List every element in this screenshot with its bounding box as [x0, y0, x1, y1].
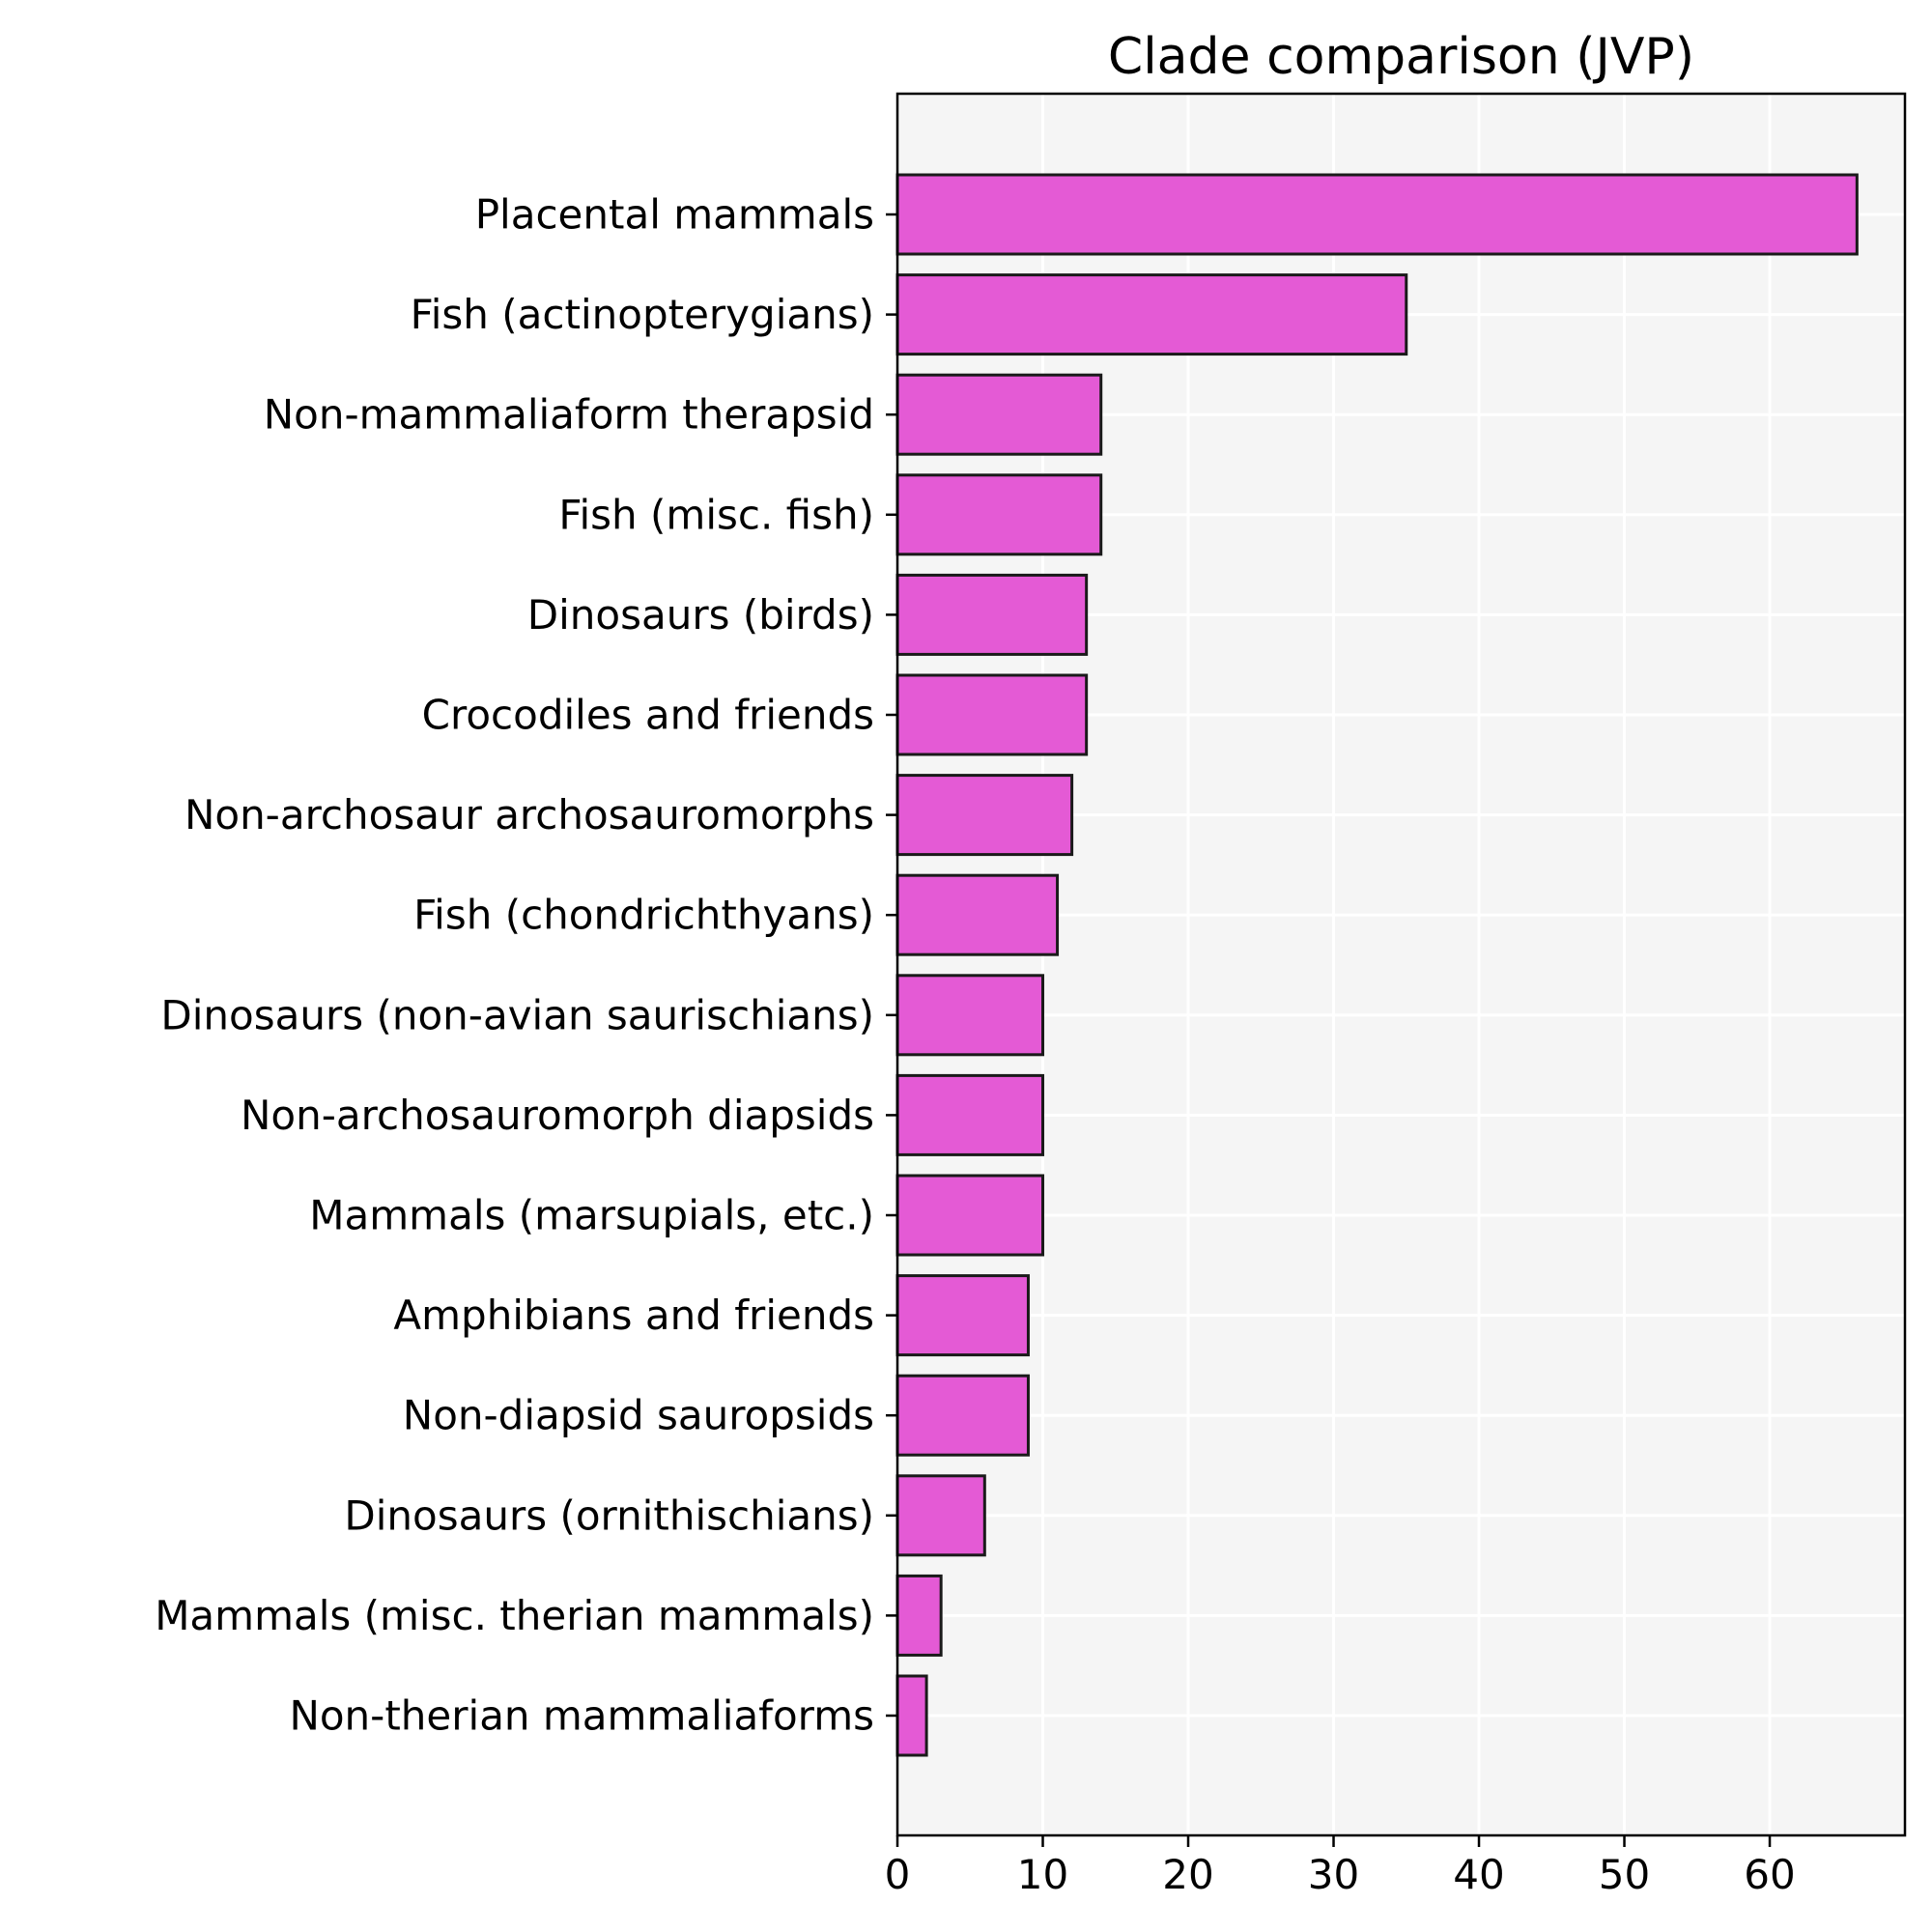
x-tick-label: 30	[1308, 1851, 1359, 1898]
bar-15	[895, 1674, 928, 1757]
x-tick-label: 40	[1453, 1851, 1504, 1898]
y-tick-label: Non-therian mammaliaforms	[289, 1692, 874, 1740]
x-tick-label: 10	[1017, 1851, 1068, 1898]
bar-2	[895, 373, 1103, 456]
y-tick-label: Dinosaurs (birds)	[527, 591, 874, 639]
y-tick-label: Non-archosauromorph diapsids	[241, 1092, 874, 1139]
y-tick-label: Non-archosaur archosauromorphs	[185, 791, 874, 838]
bar-8	[895, 974, 1045, 1057]
bar-6	[895, 774, 1074, 857]
y-tick-label: Fish (misc. fish)	[558, 491, 874, 538]
y-tick-label: Non-diapsid sauropsids	[403, 1392, 874, 1439]
bar-5	[895, 673, 1089, 756]
y-tick-label: Fish (chondrichthyans)	[413, 892, 874, 939]
x-tick-label: 60	[1744, 1851, 1795, 1898]
x-tick-label: 50	[1599, 1851, 1650, 1898]
bar-11	[895, 1274, 1030, 1357]
y-tick-label: Amphibians and friends	[393, 1292, 874, 1339]
y-tick-label: Crocodiles and friends	[422, 692, 874, 739]
y-tick-label: Non-mammaliaform therapsid	[264, 391, 874, 439]
plot-frame	[895, 92, 1907, 1837]
bar-10	[895, 1174, 1045, 1257]
y-tick-label: Fish (actinopterygians)	[411, 291, 874, 338]
y-tick-label: Mammals (misc. therian mammals)	[155, 1592, 874, 1639]
y-tick-label: Mammals (marsupials, etc.)	[309, 1192, 874, 1239]
bar-7	[895, 873, 1060, 956]
y-tick-label: Dinosaurs (ornithischians)	[344, 1492, 874, 1539]
bar-0	[895, 173, 1859, 256]
axes: Placental mammals Fish (actinopterygians)…	[155, 92, 1907, 1898]
bar-1	[895, 273, 1408, 356]
y-tick-label: Placental mammals	[475, 191, 874, 239]
x-tick-label: 0	[885, 1851, 911, 1898]
bar-3	[895, 473, 1103, 556]
chart-title: Clade comparison (JVP)	[1108, 28, 1694, 86]
bar-9	[895, 1073, 1045, 1156]
bars	[895, 173, 1859, 1757]
y-tick-label: Dinosaurs (non-avian saurischians)	[160, 991, 874, 1038]
bar-12	[895, 1374, 1030, 1457]
x-tick-label: 20	[1162, 1851, 1213, 1898]
bar-14	[895, 1574, 943, 1657]
bar-13	[895, 1474, 986, 1557]
bar-4	[895, 573, 1089, 656]
